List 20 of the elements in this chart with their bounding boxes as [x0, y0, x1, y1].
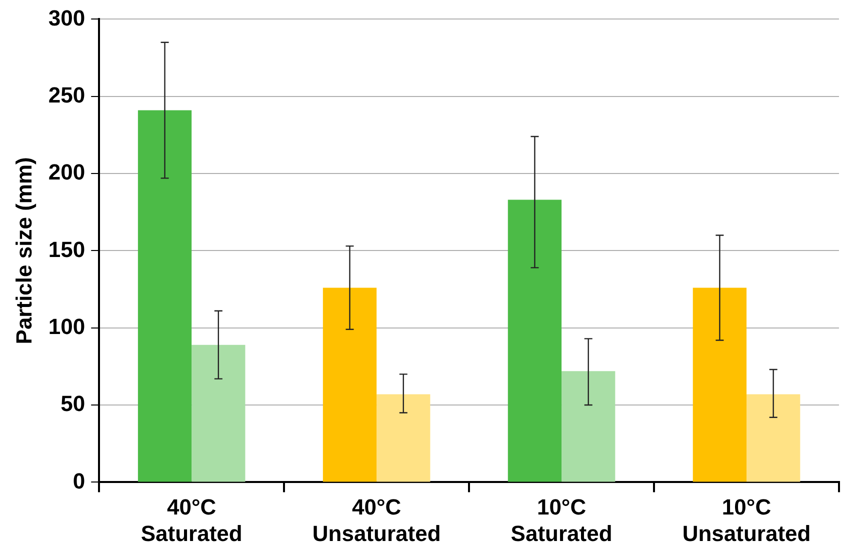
- y-tick-label: 150: [48, 236, 86, 262]
- bar: [192, 344, 246, 482]
- y-tick-label: 50: [60, 391, 86, 416]
- bar: [322, 288, 377, 482]
- x-tick-label: 10°C Unsaturated: [682, 494, 811, 546]
- x-tick-label: 40°C Unsaturated: [312, 494, 441, 546]
- y-tick-label: 100: [48, 314, 86, 339]
- bar: [746, 394, 800, 482]
- bar: [508, 200, 562, 482]
- x-tick-label: 10°C Saturated: [510, 494, 612, 546]
- y-tick-label: 200: [48, 160, 86, 185]
- y-tick-label: 300: [48, 5, 86, 30]
- bar: [138, 110, 192, 482]
- bar: [562, 371, 616, 482]
- bar: [692, 288, 747, 482]
- x-tick-label: 40°C Saturated: [140, 494, 242, 546]
- y-axis-title: Particle size (mm): [11, 157, 36, 344]
- y-tick-label: 250: [48, 82, 86, 108]
- y-tick-label: 0: [72, 468, 86, 494]
- bar: [376, 394, 430, 482]
